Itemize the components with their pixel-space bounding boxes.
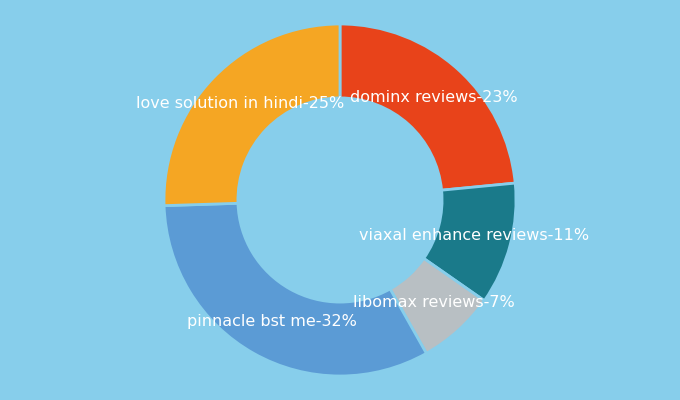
- Text: pinnacle bst me-32%: pinnacle bst me-32%: [187, 314, 357, 329]
- Wedge shape: [424, 183, 516, 301]
- Wedge shape: [164, 203, 426, 376]
- Text: libomax reviews-7%: libomax reviews-7%: [353, 296, 514, 310]
- Wedge shape: [164, 24, 340, 206]
- Text: dominx reviews-23%: dominx reviews-23%: [350, 90, 517, 104]
- Wedge shape: [390, 258, 484, 353]
- Wedge shape: [340, 24, 515, 190]
- Text: viaxal enhance reviews-11%: viaxal enhance reviews-11%: [360, 228, 590, 243]
- Text: love solution in hindi-25%: love solution in hindi-25%: [136, 96, 344, 111]
